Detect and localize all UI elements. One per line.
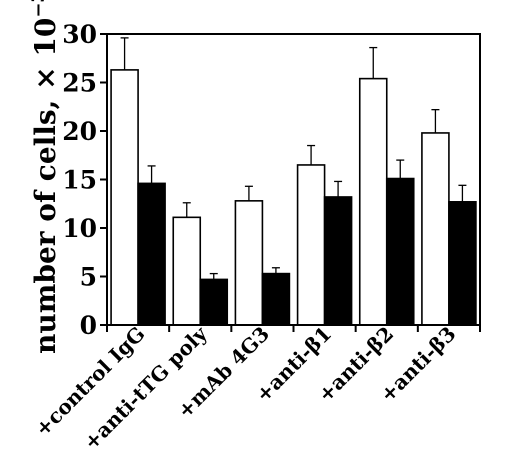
- error-bar-filled-5: [458, 184, 467, 202]
- y-tick-label-5: 25: [62, 69, 97, 98]
- bar-filled-5: [448, 201, 477, 326]
- y-tick-label-6: 30: [62, 20, 97, 49]
- error-bar-filled-4: [396, 159, 405, 179]
- error-bar-filled-0: [147, 165, 156, 184]
- error-bar-open-4: [369, 46, 378, 79]
- bar-open-4: [358, 77, 388, 326]
- bar-open-0: [110, 69, 139, 326]
- bar-filled-0: [137, 182, 166, 326]
- y-axis-title-exponent: −3: [28, 0, 49, 18]
- axes-layer: [100, 33, 481, 332]
- error-bar-open-3: [307, 144, 316, 165]
- bar-open-1: [172, 216, 202, 326]
- bar-filled-3: [323, 196, 353, 326]
- error-bar-filled-1: [209, 272, 218, 280]
- y-axis-title: number of cells, × 10−3: [28, 0, 62, 354]
- y-tick-label-2: 10: [62, 214, 97, 243]
- bar-filled-2: [261, 272, 291, 326]
- bars-layer: [110, 69, 477, 326]
- error-bar-open-5: [431, 109, 440, 133]
- error-bar-open-1: [182, 202, 191, 218]
- error-bar-open-0: [120, 37, 129, 70]
- error-bar-filled-3: [334, 180, 343, 197]
- y-axis-title-main: number of cells, × 10: [29, 18, 62, 354]
- bar-open-5: [421, 132, 450, 326]
- y-tick-label-1: 5: [80, 263, 97, 292]
- error-bars-layer: [120, 37, 467, 280]
- bar-open-2: [234, 200, 264, 326]
- bar-open-3: [296, 164, 326, 326]
- bar-filled-1: [199, 278, 229, 326]
- bar-filled-4: [385, 177, 415, 326]
- error-bar-filled-2: [271, 267, 280, 274]
- y-tick-label-3: 15: [62, 166, 97, 195]
- y-tick-label-4: 20: [62, 117, 97, 146]
- error-bar-open-2: [244, 185, 253, 201]
- y-tick-label-0: 0: [80, 311, 97, 340]
